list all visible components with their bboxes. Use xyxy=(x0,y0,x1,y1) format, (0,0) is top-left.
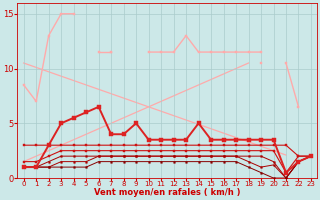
X-axis label: Vent moyen/en rafales ( km/h ): Vent moyen/en rafales ( km/h ) xyxy=(94,188,241,197)
